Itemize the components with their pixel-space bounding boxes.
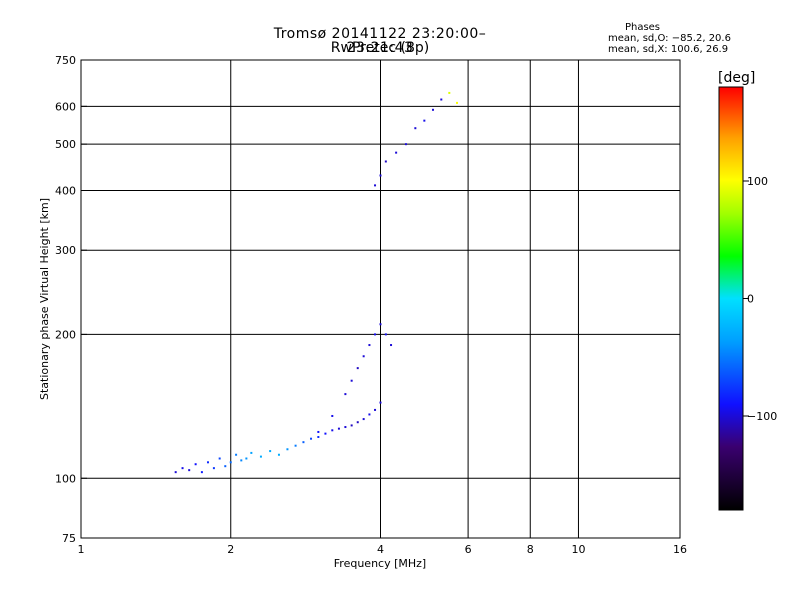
data-point: [379, 174, 382, 177]
y-tick-label: 600: [55, 100, 76, 113]
x-tick-label: 6: [465, 543, 472, 556]
data-point: [317, 435, 320, 438]
x-tick-label: 1: [78, 543, 85, 556]
data-point: [374, 184, 377, 187]
phases-title: Phases: [624, 22, 661, 33]
phases-x-stats: mean, sd,X: 100.6, 26.9: [608, 44, 729, 55]
data-point: [235, 453, 238, 456]
data-point: [431, 108, 434, 111]
data-point: [379, 401, 382, 404]
x-axis-label: Frequency [MHz]: [334, 557, 426, 570]
chart-subtitle: RwPretec (8p): [330, 40, 430, 56]
data-point: [188, 469, 191, 472]
data-point: [212, 467, 215, 470]
y-tick-label: 750: [55, 54, 76, 67]
data-point: [317, 430, 320, 433]
data-point: [174, 471, 177, 474]
y-axis-label: Stationary phase Virtual Height [km]: [38, 198, 51, 400]
data-point: [302, 441, 305, 444]
y-tick-label: 300: [55, 244, 76, 257]
colorbar-tick-label: 0: [747, 293, 754, 306]
colorbar-ticks: 100 0 −100: [743, 175, 777, 423]
data-point: [379, 323, 382, 326]
data-point: [286, 448, 289, 451]
colorbar-tick-label: −100: [747, 410, 777, 423]
data-point: [324, 432, 327, 435]
data-point: [456, 101, 459, 104]
data-point: [331, 414, 334, 417]
x-tick-label: 16: [673, 543, 687, 556]
y-axis-ticks: 75 100 200 300 400 500 600 750: [55, 54, 76, 545]
data-point: [240, 459, 243, 462]
data-point: [337, 427, 340, 430]
data-point: [414, 127, 417, 130]
data-point: [224, 465, 227, 468]
data-point: [395, 151, 398, 154]
data-point: [423, 119, 426, 122]
data-point: [362, 418, 365, 421]
data-point: [206, 461, 209, 464]
colorbar: [718, 86, 744, 511]
y-tick-label: 75: [62, 532, 76, 545]
data-point: [269, 450, 272, 453]
chart-title: Tromsø 20141122 23:20:00–23:21:43: [273, 26, 487, 56]
y-tick-label: 100: [55, 472, 76, 485]
data-point: [194, 463, 197, 466]
colorbar-label: [deg]: [718, 70, 755, 86]
data-point: [181, 467, 184, 470]
data-point: [404, 143, 407, 146]
data-point: [229, 461, 232, 464]
data-point: [350, 424, 353, 427]
y-tick-label: 400: [55, 184, 76, 197]
x-tick-label: 8: [527, 543, 534, 556]
data-point: [344, 426, 347, 429]
data-point: [250, 451, 253, 454]
data-point: [384, 333, 387, 336]
data-point: [294, 444, 297, 447]
phases-o-stats: mean, sd,O: −85.2, 20.6: [608, 33, 731, 44]
data-point: [384, 160, 387, 163]
x-axis-ticks: 1 2 4 6 8 10 16: [78, 543, 688, 556]
data-point: [356, 421, 359, 424]
data-point: [356, 367, 359, 370]
data-point: [440, 98, 443, 101]
data-point: [245, 457, 248, 460]
data-point: [200, 471, 203, 474]
data-point: [374, 408, 377, 411]
data-point: [344, 393, 347, 396]
x-tick-label: 4: [377, 543, 384, 556]
data-point: [362, 355, 365, 358]
data-point: [448, 91, 451, 94]
colorbar-tick-label: 100: [747, 175, 768, 188]
data-point: [218, 457, 221, 460]
data-point: [331, 429, 334, 432]
data-point: [368, 413, 371, 416]
data-point: [310, 437, 313, 440]
data-points: [174, 91, 459, 474]
data-point: [368, 344, 371, 347]
data-point: [277, 453, 280, 456]
grid-lines: [81, 59, 680, 539]
data-point: [390, 344, 393, 347]
x-tick-label: 2: [227, 543, 234, 556]
data-point: [350, 379, 353, 382]
data-point: [259, 455, 262, 458]
y-tick-label: 200: [55, 328, 76, 341]
data-point: [374, 333, 377, 336]
y-tick-label: 500: [55, 138, 76, 151]
x-tick-label: 10: [571, 543, 585, 556]
